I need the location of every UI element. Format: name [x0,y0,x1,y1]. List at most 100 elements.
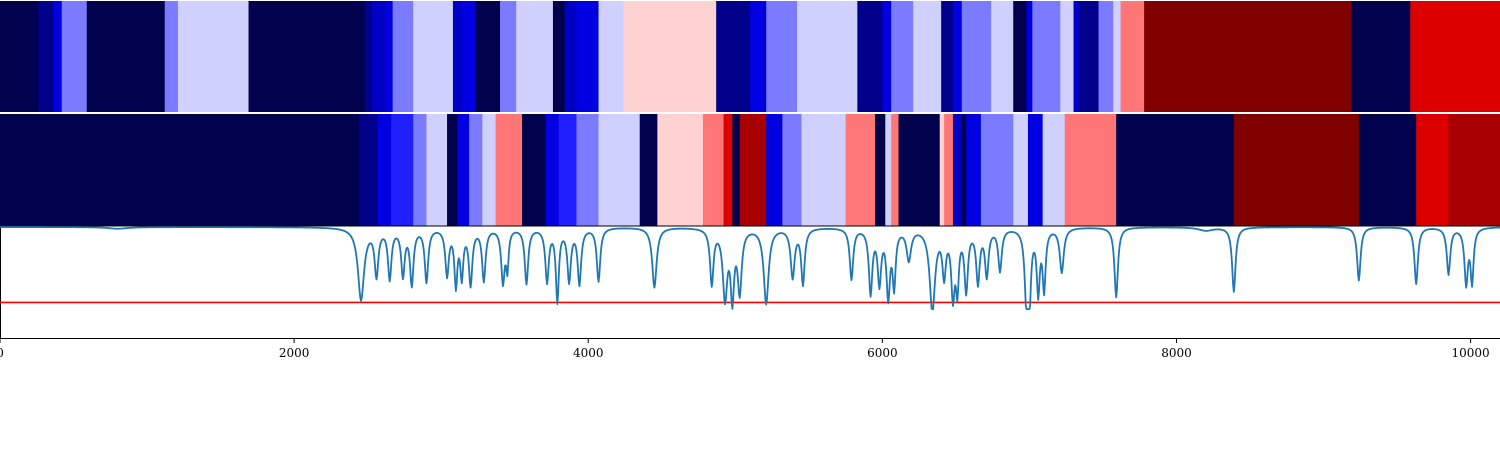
x-tick-label: 8000 [1161,346,1192,360]
heatmap-cell [891,114,900,226]
heatmap-cell [966,114,982,226]
heatmap-cell [1013,114,1029,226]
heatmap-cell [164,1,179,112]
heatmap-cell [782,114,803,226]
heatmap-cell [875,114,886,226]
heatmap-cell [961,1,992,112]
heatmap-cell [797,1,858,112]
heatmap-cell [1144,1,1353,112]
heatmap-cell [461,1,476,112]
heatmap-cell [598,1,625,112]
heatmap-cell [857,1,883,112]
heatmap-cell [61,1,88,112]
x-tick-label: 10000 [1451,346,1489,360]
heatmap-cell [891,1,914,112]
heatmap-cell [1448,114,1500,226]
line-panel [0,225,1500,338]
heatmap-cell [702,114,725,226]
heatmap-cell [1098,1,1114,112]
heatmap-cell [516,1,554,112]
heatmap-cell [377,114,392,226]
heatmap-cell [1079,1,1100,112]
heatmap-cell [86,1,166,112]
heatmap-cell [1416,114,1450,226]
heatmap-band-top [0,1,1500,112]
heatmap-cell [413,1,454,112]
heatmap-cell [598,114,641,226]
heatmap-cell [392,1,414,112]
heatmap-cell [1073,1,1081,112]
heatmap-cell [495,114,523,226]
signal-line [0,226,1500,311]
x-tick-label: 4000 [573,346,604,360]
heatmap-cell [576,1,600,112]
heatmap-cell [913,1,942,112]
heatmap-cell [801,114,847,226]
heatmap-cell [1064,114,1117,226]
heatmap-cell [248,1,366,112]
heatmap-cell [522,114,547,226]
x-tick-label: 6000 [867,346,898,360]
heatmap-cell [885,114,892,226]
heatmap-cell [413,114,428,226]
heatmap-cell [980,114,1014,226]
heatmap-cell [1351,1,1411,112]
heatmap-cell [939,114,945,226]
heatmap-cell [1120,1,1145,112]
x-tick-label: 0 [0,346,4,360]
heatmap-cell [475,1,501,112]
heatmap-band-bottom [0,114,1500,226]
heatmap-cell [452,1,463,112]
heatmap-cell [1060,1,1075,112]
heatmap-cell [469,114,483,226]
heatmap-cell [882,1,892,112]
heatmap-cell [1410,1,1500,112]
heatmap-cell [1358,114,1417,226]
heatmap-cell [564,1,578,112]
heatmap-cell [1026,1,1033,112]
x-axis: 0 2000 4000 6000 8000 10000 [0,338,1500,360]
heatmap-cell [1042,114,1066,226]
heatmap-cell [364,1,373,112]
heatmap-cell [961,114,967,226]
heatmap-cell [52,1,63,112]
heatmap-cell [391,114,414,226]
heatmap-cell [723,114,733,226]
heatmap-cell [426,114,448,226]
heatmap-cell [358,114,379,226]
heatmap-cell [639,114,658,226]
heatmap-cell [1032,1,1061,112]
heatmap-cell [991,1,1014,112]
heatmap-cell [482,114,497,226]
heatmap-cell [766,1,798,112]
heatmap-cell [845,114,876,226]
heatmap-cell [447,114,458,226]
heatmap-cell [623,1,717,112]
heatmap-cell [898,114,941,226]
heatmap-cell [0,1,39,112]
heatmap-cell [1113,1,1122,112]
heatmap-cell [1013,1,1028,112]
heatmap-cell [1116,114,1235,226]
heatmap-cell [739,114,767,226]
x-tick-label: 2000 [279,346,310,360]
heatmap-cell [941,1,954,112]
heatmap-cell [558,114,578,226]
heatmap-cell [372,1,386,112]
heatmap-cell [766,114,783,226]
heatmap-cell [457,114,470,226]
heatmap-cell [952,1,963,112]
heatmap-cell [1233,114,1360,226]
heatmap-cell [576,114,600,226]
heatmap-cell [716,1,751,112]
heatmap-cell [1027,114,1044,226]
heatmap-cell [750,1,767,112]
heatmap-cell [38,1,54,112]
heatmap-cell [545,114,560,226]
heatmap-cell [657,114,704,226]
heatmap-cell [500,1,517,112]
heatmap-cell [177,1,250,112]
heatmap-cell [944,114,954,226]
heatmap-cell [732,114,741,226]
